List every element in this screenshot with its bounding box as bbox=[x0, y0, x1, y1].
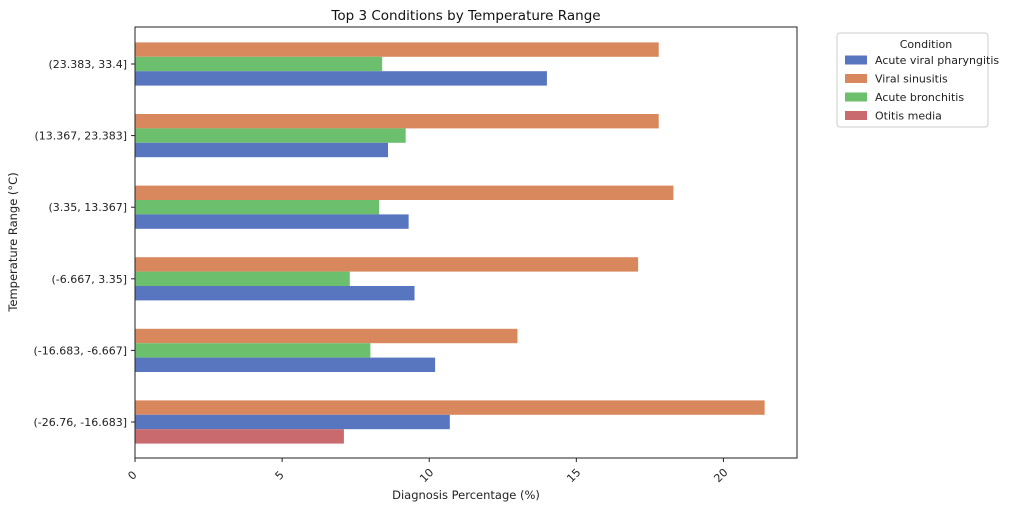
bar-acute-bronchitis bbox=[135, 128, 406, 143]
bar-viral-sinusitis bbox=[135, 328, 518, 344]
legend-frame bbox=[836, 32, 989, 128]
bar-viral-sinusitis bbox=[135, 42, 659, 57]
legend-swatch bbox=[845, 55, 867, 65]
x-axis-title: Diagnosis Percentage (%) bbox=[392, 488, 540, 502]
x-tick-label: 10 bbox=[417, 466, 436, 485]
bar-otitis-media bbox=[135, 429, 344, 444]
bar-acute-viral-pharyngitis bbox=[135, 142, 389, 158]
x-tick-label: 15 bbox=[564, 466, 583, 485]
bar-viral-sinusitis bbox=[135, 257, 639, 272]
x-tick-label: 20 bbox=[711, 466, 730, 485]
bar-acute-viral-pharyngitis bbox=[135, 357, 436, 372]
legend: Condition Acute viral pharyngitis Viral s… bbox=[836, 32, 999, 128]
legend-swatch bbox=[845, 92, 867, 102]
y-tick-label: (23.383, 33.4] bbox=[48, 58, 127, 71]
legend-label: Acute viral pharyngitis bbox=[875, 54, 999, 67]
legend-label: Viral sinusitis bbox=[875, 73, 948, 86]
bar-acute-viral-pharyngitis bbox=[135, 214, 409, 229]
y-tick-label: (3.35, 13.367] bbox=[48, 201, 127, 214]
bar-acute-bronchitis bbox=[135, 343, 371, 358]
x-tick-label: 0 bbox=[125, 468, 139, 482]
chart-title: Top 3 Conditions by Temperature Range bbox=[330, 8, 600, 24]
y-tick-label: (13.367, 23.383] bbox=[34, 130, 127, 143]
bar-viral-sinusitis bbox=[135, 114, 659, 129]
bar-acute-viral-pharyngitis bbox=[135, 286, 415, 301]
x-tick-label: 5 bbox=[273, 468, 287, 482]
bar-viral-sinusitis bbox=[135, 400, 765, 415]
bar-acute-viral-pharyngitis bbox=[135, 414, 450, 430]
y-tick-label: (-26.76, -16.683] bbox=[34, 416, 128, 429]
legend-swatch bbox=[845, 111, 867, 120]
legend-label: Acute bronchitis bbox=[875, 91, 964, 104]
bar-acute-viral-pharyngitis bbox=[135, 71, 547, 86]
legend-title: Condition bbox=[900, 38, 953, 51]
bar-acute-bronchitis bbox=[135, 271, 350, 286]
plot-frame bbox=[134, 26, 798, 459]
bar-acute-bronchitis bbox=[135, 200, 380, 215]
y-tick-label: (-6.667, 3.35] bbox=[51, 273, 127, 286]
bar-viral-sinusitis bbox=[135, 185, 674, 200]
legend-swatch bbox=[845, 74, 867, 83]
legend-label: Otitis media bbox=[875, 110, 942, 123]
y-axis-title: Temperature Range (°C) bbox=[6, 172, 20, 312]
y-tick-label: (-16.683, -6.667] bbox=[34, 344, 128, 357]
bar-acute-bronchitis bbox=[135, 56, 383, 72]
